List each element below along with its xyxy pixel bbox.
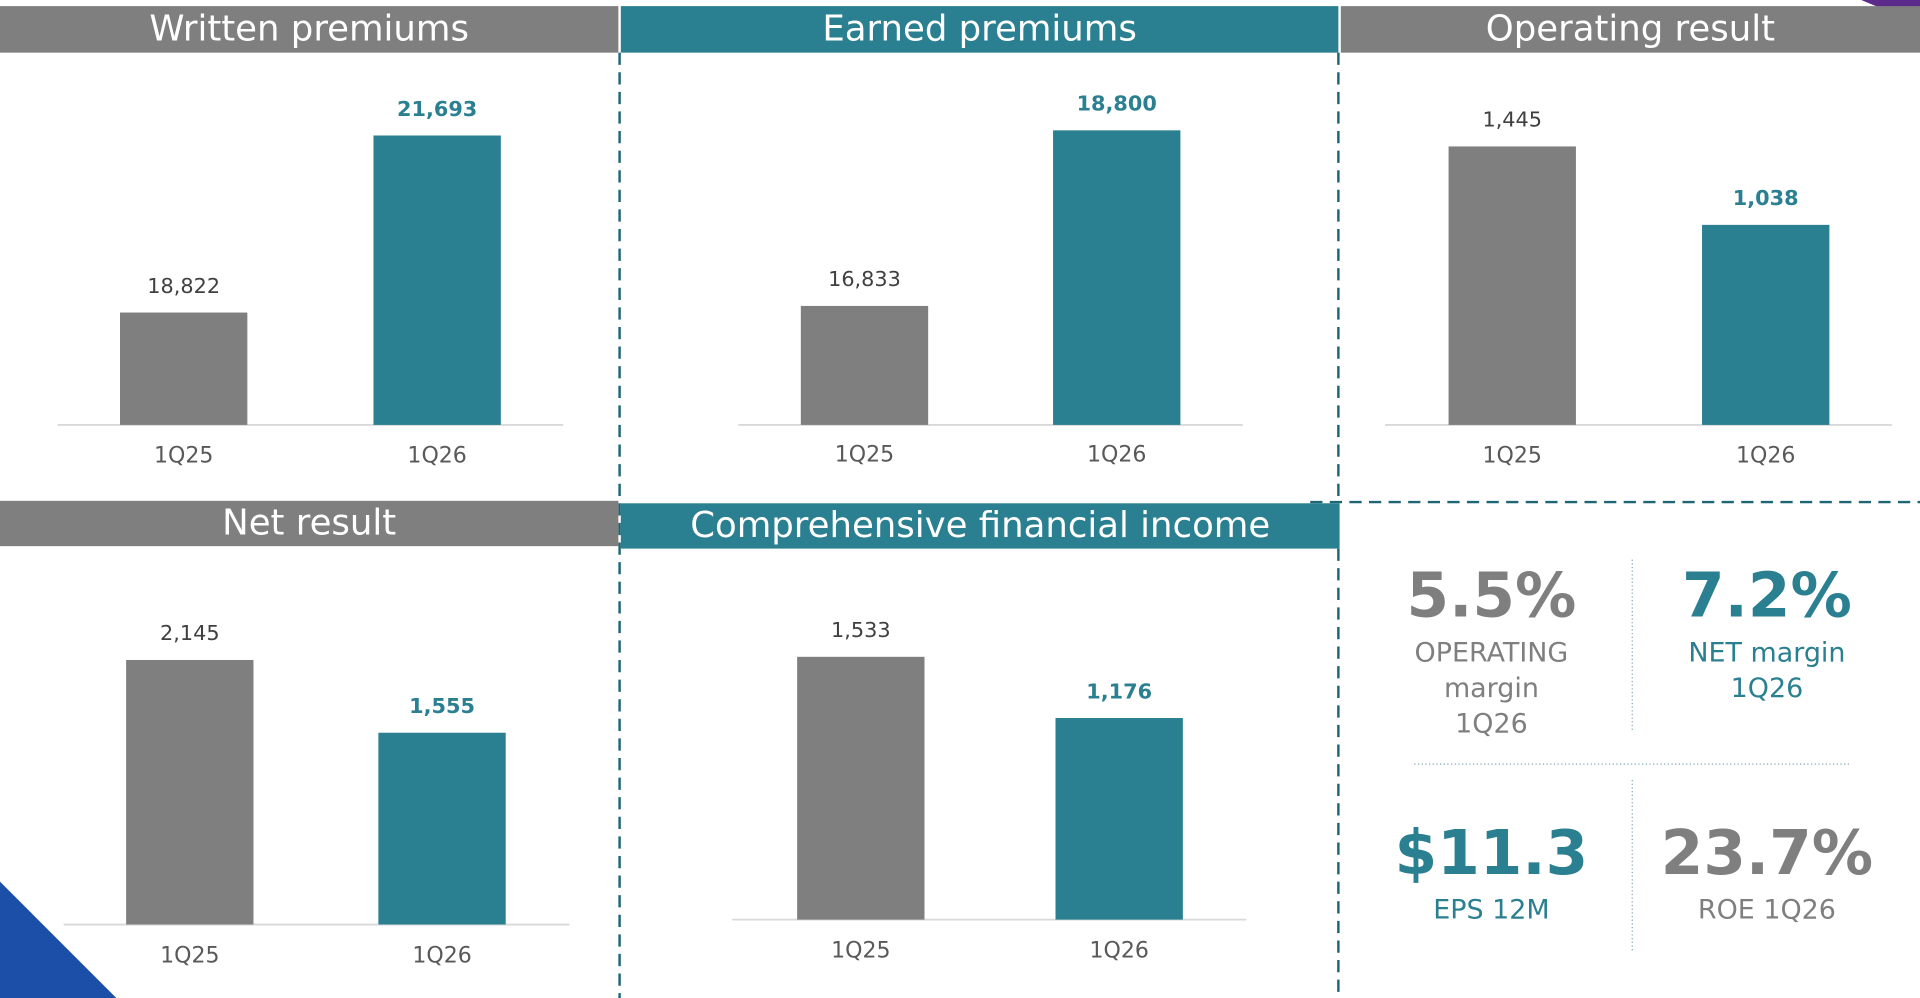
dividers: [618, 52, 1920, 998]
chart-title: Operating result: [1486, 9, 1775, 50]
bar: [378, 732, 506, 925]
kpi-label: 1Q26: [1455, 708, 1528, 739]
x-tick-label: 1Q26: [407, 444, 466, 469]
bar: [797, 656, 925, 920]
value-label: 2,145: [160, 621, 220, 645]
kpi-label: OPERATING: [1415, 637, 1569, 668]
kpi-value: $11.3: [1395, 818, 1589, 889]
kpi-label: NET margin: [1688, 637, 1845, 668]
x-tick-label: 1Q25: [154, 444, 213, 469]
bar: [126, 659, 254, 925]
kpi-label: EPS 12M: [1433, 895, 1549, 926]
bar: [800, 305, 929, 425]
kpi-value: 5.5%: [1407, 561, 1577, 632]
kpi-value: 7.2%: [1682, 561, 1852, 632]
title-bar: [0, 500, 619, 547]
kpi-label: 1Q26: [1731, 673, 1804, 704]
chart-title: Comprehensive financial income: [690, 505, 1270, 546]
x-tick-label: 1Q25: [160, 943, 219, 968]
kpi-label: margin: [1444, 673, 1539, 704]
x-tick-label: 1Q26: [1736, 444, 1795, 469]
bar: [1702, 224, 1830, 425]
value-label: 1,533: [831, 618, 891, 642]
x-tick-label: 1Q26: [412, 943, 471, 968]
x-tick-label: 1Q26: [1087, 443, 1146, 468]
bar: [1055, 718, 1183, 920]
value-label: 21,693: [397, 97, 477, 121]
kpi-label: ROE 1Q26: [1698, 895, 1836, 926]
x-tick-label: 1Q25: [831, 938, 890, 963]
value-label: 18,822: [147, 274, 220, 298]
value-label: 18,800: [1077, 92, 1157, 116]
chart-title: Written premiums: [149, 9, 469, 50]
value-label: 1,176: [1086, 679, 1152, 703]
title-bar: [620, 503, 1340, 549]
x-tick-label: 1Q26: [1089, 938, 1148, 963]
kpi-value: 23.7%: [1661, 818, 1873, 889]
corner-decoration: [0, 881, 117, 998]
title-bar: [1340, 6, 1920, 53]
value-label: 1,555: [409, 694, 475, 718]
title-bar: [620, 6, 1339, 53]
value-label: 1,038: [1733, 186, 1799, 210]
bar: [373, 135, 501, 425]
x-tick-label: 1Q25: [1483, 444, 1542, 469]
bar: [1448, 146, 1576, 425]
kpi-dividers: [1414, 559, 1852, 953]
bar: [1053, 130, 1181, 425]
title-bar: [0, 6, 619, 53]
value-label: 16,833: [828, 267, 901, 291]
value-label: 1,445: [1482, 108, 1542, 132]
chart-title: Net result: [222, 503, 396, 544]
bar: [120, 312, 248, 425]
x-tick-label: 1Q25: [835, 443, 894, 468]
chart-title: Earned premiums: [822, 9, 1137, 50]
